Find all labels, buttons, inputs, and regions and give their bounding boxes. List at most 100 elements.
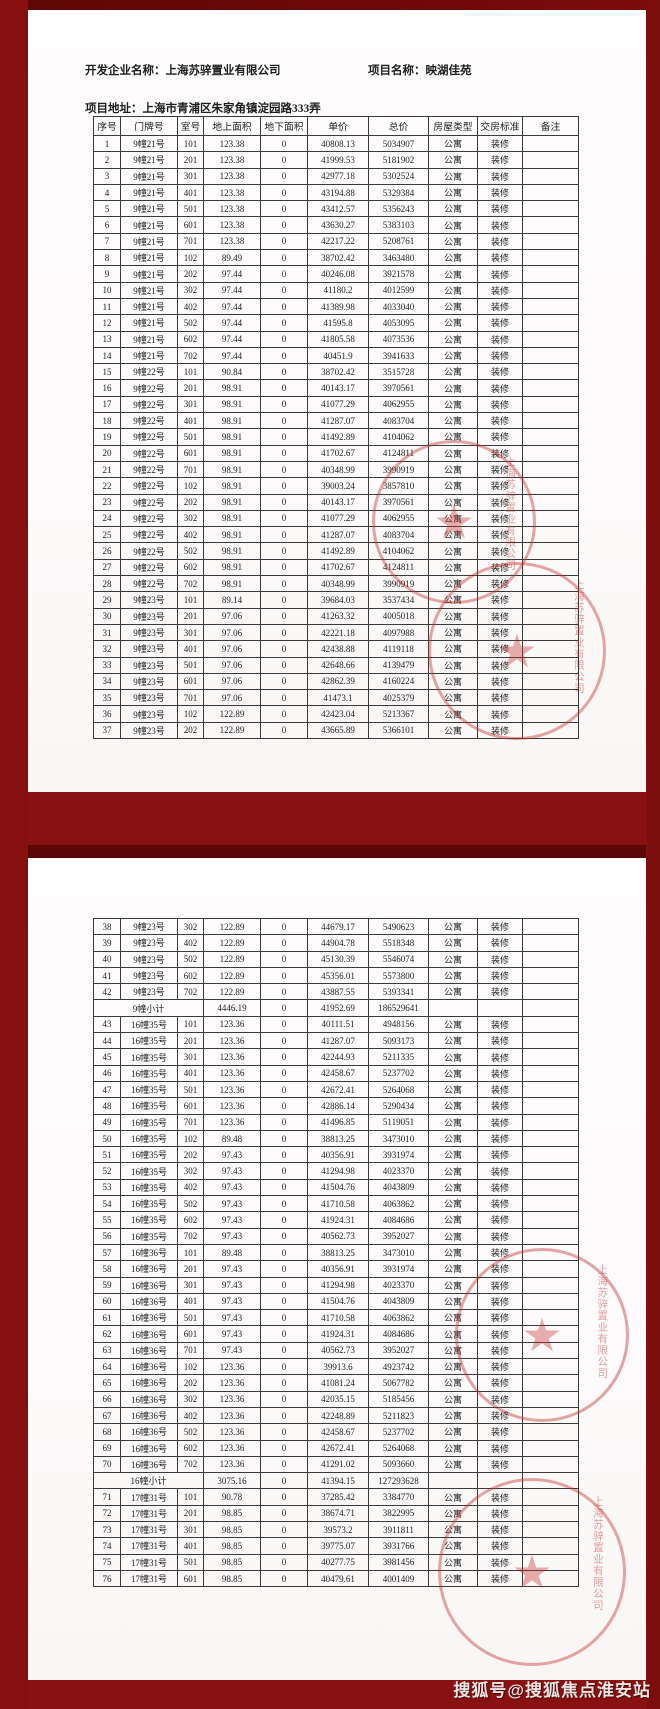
subtotal-row: 9幢小计 4446.19 0 41952.69 186529641 [93, 999, 579, 1017]
table-cell: 67 [93, 1406, 121, 1425]
table-cell: 公寓 [428, 1243, 478, 1262]
table-cell [522, 460, 579, 479]
table-row: 30 9幢23号 201 97.06 0 41263.32 4005018 公寓 装修 [93, 607, 579, 625]
table-cell: 0 [260, 314, 308, 332]
table-cell: 33 [93, 656, 121, 674]
table-cell [522, 1472, 579, 1490]
project-name-value: 映湖佳苑 [425, 65, 472, 77]
table-cell: 501 [177, 656, 204, 674]
table-row: 55 16幢35号 602 97.43 0 41924.31 4084686 公寓 装修 [93, 1211, 579, 1229]
table-cell: 601 [177, 672, 204, 691]
table-cell: 3931974 [368, 1146, 429, 1164]
table-cell: 装修 [477, 1374, 523, 1392]
table-cell: 97.43 [203, 1260, 261, 1278]
table-cell: 公寓 [428, 950, 478, 968]
table-row: 44 16幢35号 201 123.36 0 41287.07 5093173 公寓 装修 [93, 1032, 579, 1050]
table-cell: 70 [93, 1455, 121, 1474]
table-cell: 16幢35号 [120, 1097, 178, 1115]
table-row: 10 9幢21号 302 97.44 0 41180.2 4012599 公寓 装修 [93, 281, 579, 299]
table-cell: 3075.16 [203, 1472, 261, 1490]
table-cell: 装修 [477, 428, 523, 446]
table-cell: 0 [260, 950, 308, 968]
table-cell: 装修 [477, 640, 523, 658]
table-cell: 公寓 [428, 558, 478, 577]
table-cell: 4 [93, 183, 121, 202]
table-cell: 0 [260, 575, 308, 593]
table-cell: 97.44 [203, 265, 261, 283]
table-cell: 公寓 [428, 1211, 478, 1229]
table-cell [522, 591, 579, 609]
table-cell: 4023370 [368, 1162, 429, 1180]
table-cell: 123.36 [203, 1423, 261, 1441]
table-cell: 52 [93, 1162, 121, 1180]
table-cell: 5067782 [368, 1374, 429, 1392]
table-cell: 公寓 [428, 1195, 478, 1213]
table-cell: 公寓 [428, 623, 478, 642]
table-cell: 98.91 [203, 428, 261, 446]
table-cell: 38702.42 [307, 363, 369, 381]
table-cell: 89.48 [203, 1243, 261, 1262]
table-cell: 123.38 [203, 200, 261, 218]
table-cell: 0 [260, 1553, 308, 1571]
table-cell: 35 [93, 689, 121, 707]
table-row: 65 16幢36号 202 123.36 0 41081.24 5067782 公寓 装修 [93, 1374, 579, 1392]
table-row: 74 17幢31号 401 98.85 0 39775.07 3931766 公寓 装修 [93, 1537, 579, 1555]
table-cell: 公寓 [428, 151, 478, 169]
table-cell [477, 999, 523, 1017]
table-cell [522, 1129, 579, 1148]
table-row: 54 16幢35号 502 97.43 0 41710.58 4063862 公寓 装修 [93, 1195, 579, 1213]
table-cell: 4062955 [368, 509, 429, 528]
table-cell: 0 [260, 346, 308, 365]
table-cell: 装修 [477, 575, 523, 593]
table-cell: 5518348 [368, 934, 429, 952]
table-row: 60 16幢36号 401 97.43 0 41504.76 4043809 公寓 装修 [93, 1292, 579, 1311]
table-cell: 46 [93, 1064, 121, 1082]
table-cell: 16 [93, 379, 121, 397]
table-cell [522, 1537, 579, 1555]
table-cell [522, 542, 579, 560]
table-cell: 98.91 [203, 395, 261, 414]
table-cell: 41702.67 [307, 444, 369, 462]
table-cell: 装修 [477, 1097, 523, 1115]
table-cell: 0 [260, 428, 308, 446]
table-cell: 装修 [477, 1423, 523, 1441]
table-cell: 90.78 [203, 1488, 261, 1506]
table-cell: 123.36 [203, 1032, 261, 1050]
table-row: 33 9幢23号 501 97.06 0 42648.66 4139479 公寓 装修 [93, 656, 579, 674]
table-cell: 63 [93, 1341, 121, 1360]
table-cell: 122.89 [203, 721, 261, 739]
table-cell: 97.43 [203, 1341, 261, 1360]
table-cell: 4139479 [368, 656, 429, 674]
table-cell: 0 [260, 477, 308, 495]
table-row: 46 16幢35号 401 123.36 0 42458.67 5237702 公寓 装修 [93, 1064, 579, 1082]
table-cell: 97.06 [203, 623, 261, 642]
table-cell: 122.89 [203, 950, 261, 968]
table-cell: 0 [260, 672, 308, 691]
table-cell: 公寓 [428, 917, 478, 936]
table-cell: 4023370 [368, 1276, 429, 1294]
table-cell: 公寓 [428, 314, 478, 332]
table-cell [522, 721, 579, 739]
table-cell: 5119051 [368, 1113, 429, 1131]
table-row: 59 16幢36号 301 97.43 0 41294.98 4023370 公寓 装修 [93, 1276, 579, 1294]
table-cell: 公寓 [428, 1406, 478, 1425]
table-cell: 公寓 [428, 1455, 478, 1474]
table-cell: 41294.98 [307, 1276, 369, 1294]
table-cell [522, 1015, 579, 1034]
table-cell: 9幢22号 [120, 428, 178, 446]
table-cell [428, 999, 478, 1017]
table-cell: 76 [93, 1569, 121, 1588]
table-cell: 5181902 [368, 151, 429, 169]
table-cell: 0 [260, 1520, 308, 1539]
table-row: 22 9幢22号 102 98.91 0 39003.24 3857810 公寓 装修 [93, 477, 579, 495]
table-cell: 5393341 [368, 983, 429, 1001]
table-cell [522, 558, 579, 577]
table-row: 58 16幢36号 201 97.43 0 40356.91 3931974 公寓 装修 [93, 1260, 579, 1278]
table-cell: 4033040 [368, 297, 429, 316]
table-cell: 装修 [477, 281, 523, 299]
table-cell [522, 623, 579, 642]
table-cell: 公寓 [428, 1064, 478, 1082]
table-cell: 公寓 [428, 428, 478, 446]
table-cell: 39 [93, 934, 121, 952]
table-cell: 公寓 [428, 1504, 478, 1522]
